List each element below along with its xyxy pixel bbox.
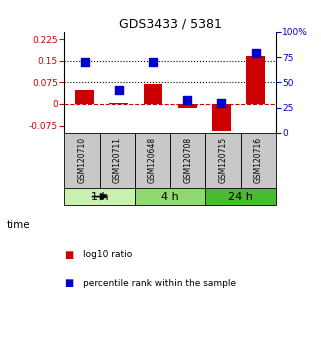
Bar (100, 133, 135, 188)
Text: ■: ■ (64, 250, 74, 260)
Bar (64, 188, 135, 205)
Text: GSM120711: GSM120711 (113, 137, 122, 183)
Point (116, 87, 121, 93)
Bar (75, 90, 94, 104)
Bar (144, 84, 162, 104)
Text: log10 ratio: log10 ratio (83, 250, 133, 259)
Bar (205, 133, 241, 188)
Bar (135, 133, 170, 188)
Point (219, 100, 224, 105)
Bar (170, 133, 205, 188)
Bar (135, 188, 205, 205)
Bar (109, 103, 128, 104)
Text: ■: ■ (64, 278, 74, 288)
Bar (178, 104, 196, 108)
Text: 24 h: 24 h (228, 192, 253, 201)
Text: GSM120716: GSM120716 (254, 137, 263, 183)
Bar (246, 56, 265, 104)
Text: GSM120715: GSM120715 (219, 137, 228, 183)
Bar (205, 188, 276, 205)
Point (185, 97, 190, 102)
Text: 4 h: 4 h (161, 192, 179, 201)
Text: GSM120710: GSM120710 (77, 137, 86, 183)
Text: GSM120708: GSM120708 (183, 137, 192, 183)
Text: percentile rank within the sample: percentile rank within the sample (83, 279, 237, 288)
Title: GDS3433 / 5381: GDS3433 / 5381 (119, 18, 221, 31)
Bar (241, 133, 276, 188)
Bar (64, 133, 100, 188)
Text: time: time (6, 220, 30, 230)
Text: GSM120648: GSM120648 (148, 137, 157, 183)
Point (253, 50, 258, 56)
Text: 1 h: 1 h (91, 192, 108, 201)
Point (151, 59, 156, 65)
Point (82, 59, 87, 65)
Bar (212, 104, 231, 131)
